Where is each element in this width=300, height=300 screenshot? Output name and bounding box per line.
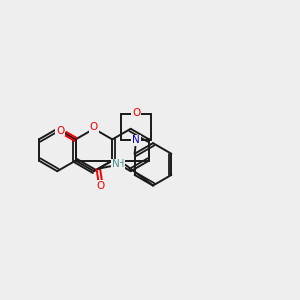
Text: H: H — [117, 159, 125, 169]
Text: O: O — [56, 126, 64, 136]
Text: O: O — [132, 108, 140, 118]
Text: N: N — [112, 159, 120, 169]
Text: O: O — [97, 181, 105, 191]
Text: N: N — [132, 136, 140, 146]
Text: O: O — [90, 122, 98, 132]
